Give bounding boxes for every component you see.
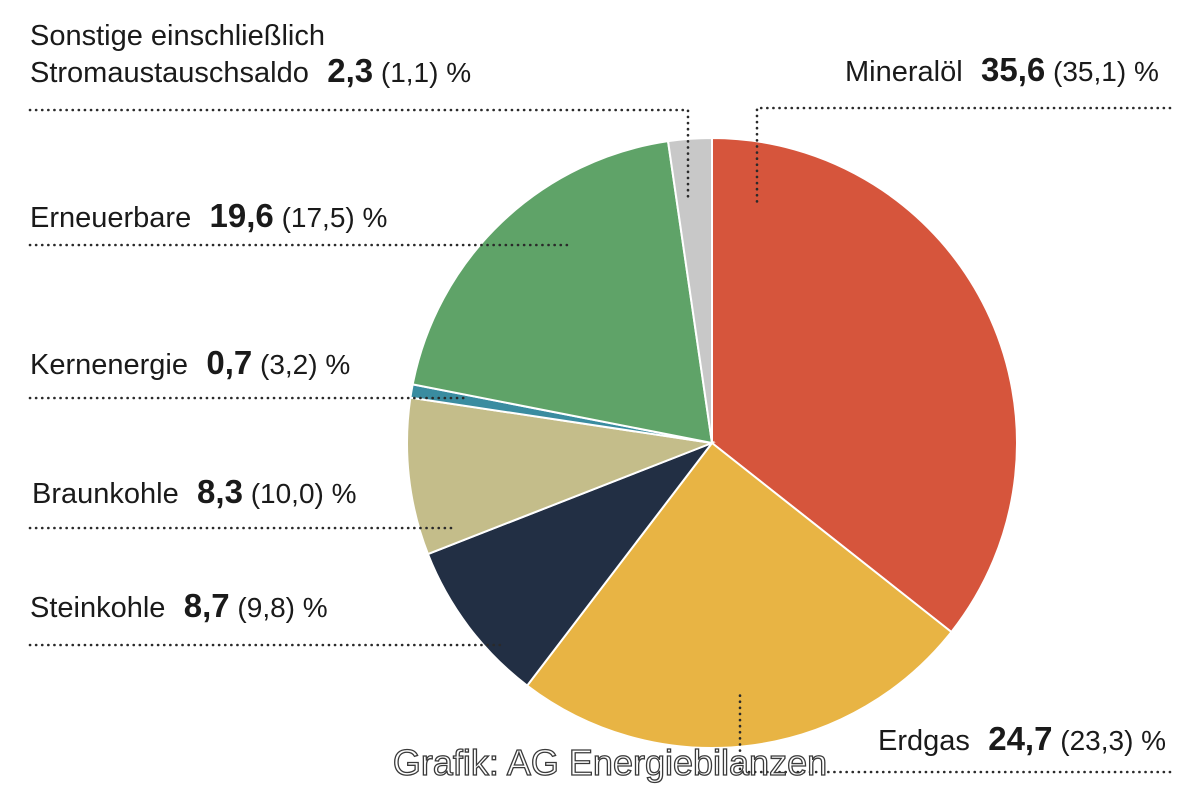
label-mineraloel: Mineralöl 35,6 (35,1) % xyxy=(845,51,1159,88)
label-value: 24,7 xyxy=(970,720,1053,757)
label-name: Erneuerbare xyxy=(30,202,191,234)
slice-erdgas xyxy=(525,441,953,749)
slice-mineraloel xyxy=(711,136,1019,634)
label-steinkohle: Steinkohle 8,7 (9,8) % xyxy=(30,587,328,624)
label-erneuerbare: Erneuerbare 19,6 (17,5) % xyxy=(30,197,387,234)
leader-lines xyxy=(28,106,1172,774)
slice-stromaustauschsaldo xyxy=(666,136,713,444)
label-braunkohle: Braunkohle 8,3 (10,0) % xyxy=(32,473,357,510)
label-stromaustauschsaldo-line1: Sonstige einschließlich xyxy=(30,20,325,52)
label-value: 35,6 xyxy=(963,51,1046,88)
label-name: Steinkohle xyxy=(30,592,165,624)
label-previous-value: (17,5) % xyxy=(274,202,388,233)
slice-steinkohle xyxy=(426,440,715,688)
label-previous-value: (1,1) % xyxy=(373,57,471,88)
label-name: Sonstige einschließlich xyxy=(30,20,325,52)
label-previous-value: (10,0) % xyxy=(243,478,357,509)
source-credit: Grafik: AG Energiebilanzen xyxy=(393,742,827,783)
label-erdgas: Erdgas 24,7 (23,3) % xyxy=(878,720,1166,757)
slice-labels: Mineralöl 35,6 (35,1) % Erdgas 24,7 (23,3… xyxy=(30,20,1166,757)
label-previous-value: (35,1) % xyxy=(1045,56,1159,87)
label-kernenergie: Kernenergie 0,7 (3,2) % xyxy=(30,344,350,381)
label-value: 2,3 xyxy=(309,52,373,89)
label-name: Braunkohle xyxy=(32,478,179,510)
pie-slices xyxy=(406,136,1019,749)
label-value: 8,7 xyxy=(165,587,229,624)
label-previous-value: (23,3) % xyxy=(1052,725,1166,756)
label-previous-value: (3,2) % xyxy=(252,349,350,380)
slice-erneuerbare xyxy=(411,140,714,445)
label-name: Stromaustauschsaldo xyxy=(30,57,309,89)
label-name: Mineralöl xyxy=(845,56,963,88)
label-value: 8,3 xyxy=(179,473,243,510)
label-previous-value: (9,8) % xyxy=(230,592,328,623)
label-value: 19,6 xyxy=(191,197,274,234)
leader-line-stromaustauschsaldo xyxy=(28,108,690,200)
label-stromaustauschsaldo: Stromaustauschsaldo 2,3 (1,1) % xyxy=(30,52,471,89)
slice-braunkohle xyxy=(406,396,716,556)
label-name: Kernenergie xyxy=(30,349,188,381)
label-value: 0,7 xyxy=(188,344,252,381)
label-name: Erdgas xyxy=(878,725,970,757)
